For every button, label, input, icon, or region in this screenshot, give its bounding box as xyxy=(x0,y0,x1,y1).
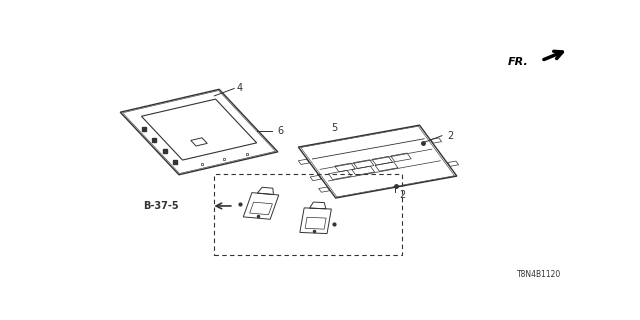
Text: FR.: FR. xyxy=(508,57,529,67)
Text: 5: 5 xyxy=(331,123,337,133)
Bar xyxy=(214,174,403,255)
Text: 4: 4 xyxy=(237,84,243,93)
Text: 2: 2 xyxy=(399,190,406,200)
Text: B-37-5: B-37-5 xyxy=(143,201,179,211)
Text: 2: 2 xyxy=(447,131,453,141)
Text: 6: 6 xyxy=(277,125,284,136)
Text: T8N4B1120: T8N4B1120 xyxy=(517,270,561,279)
